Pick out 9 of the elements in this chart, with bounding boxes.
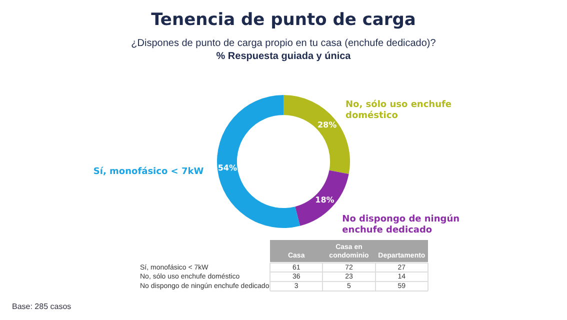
slice-label: No dispongo de ningún enchufe dedicado <box>342 213 460 236</box>
slice-label: No, sólo uso enchufe doméstico <box>346 99 452 122</box>
chart-title: Tenencia de punto de carga <box>150 10 417 30</box>
data-label: 54% <box>218 164 237 173</box>
text: Base: 285 casos <box>12 302 72 311</box>
slice-label: Sí, monofásico < 7kW <box>93 166 204 177</box>
data-label: 18% <box>315 195 334 204</box>
chart-subtitle: ¿Dispones de punto de carga propio en tu casa (enchufe dedicado)? % Respuesta guiada y única <box>130 37 437 63</box>
data-label: 28% <box>317 120 337 130</box>
